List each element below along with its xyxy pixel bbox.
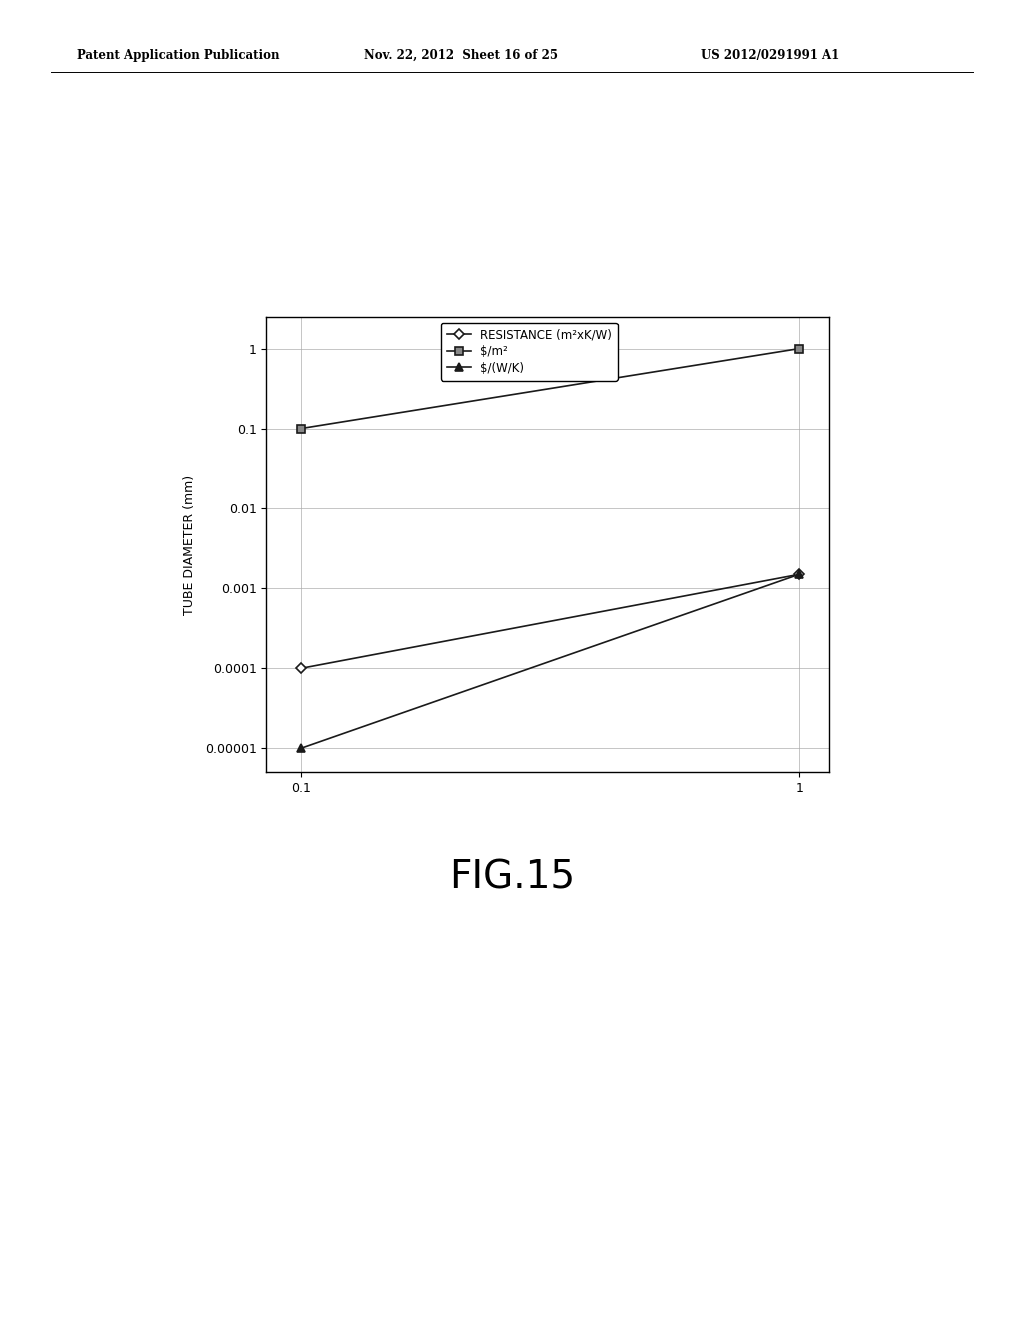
Text: Nov. 22, 2012  Sheet 16 of 25: Nov. 22, 2012 Sheet 16 of 25 [364, 49, 557, 62]
Text: Patent Application Publication: Patent Application Publication [77, 49, 280, 62]
Legend: RESISTANCE (m²xK/W), $/m², $/(W/K): RESISTANCE (m²xK/W), $/m², $/(W/K) [441, 322, 617, 380]
Text: US 2012/0291991 A1: US 2012/0291991 A1 [701, 49, 840, 62]
Text: FIG.15: FIG.15 [449, 859, 575, 896]
Y-axis label: TUBE DIAMETER (mm): TUBE DIAMETER (mm) [183, 474, 197, 615]
